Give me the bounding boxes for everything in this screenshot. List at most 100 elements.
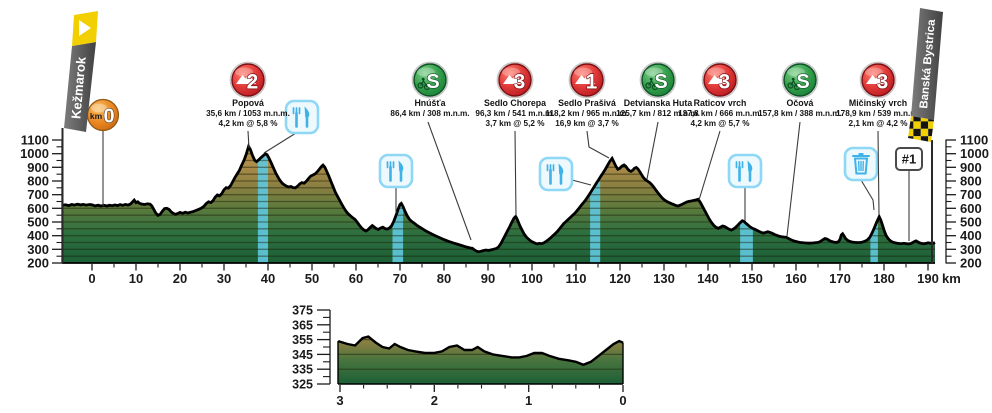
badge-outer-ring — [701, 61, 739, 99]
badge-gloss — [645, 67, 663, 77]
inset-x-label: 1 — [525, 393, 532, 408]
badge-gloss — [707, 67, 725, 77]
fork-knife-icon-box — [727, 153, 763, 189]
y-axis-label-right: 400 — [960, 228, 982, 243]
km0-marker: km 0 — [86, 98, 120, 206]
marker-connector-line — [698, 130, 721, 201]
mountain-icon — [503, 74, 523, 84]
x-axis-label: 30 — [217, 271, 231, 286]
inset-outline — [337, 335, 624, 367]
marker-detail-km-elev: 125,7 km / 812 m.n.m. — [616, 109, 700, 118]
y-axis-label-left: 700 — [27, 187, 49, 202]
inset-y-label: 375 — [292, 304, 313, 318]
x-axis-label: 50 — [305, 271, 319, 286]
marker-connector-line — [247, 130, 250, 149]
marker-connector-line — [877, 130, 880, 216]
y-axis-label-right: 700 — [960, 187, 982, 202]
fork-knife-icon — [386, 160, 404, 182]
climb-category: 3 — [514, 71, 526, 94]
fork-knife-icon-box — [538, 156, 574, 192]
marker-connector-line — [586, 130, 610, 159]
x-axis-label: 170 — [829, 271, 851, 286]
finish-sign-body — [911, 8, 943, 120]
y-axis-label-left: 900 — [27, 160, 49, 175]
mountain-icon — [866, 74, 886, 84]
feed-zone-line — [263, 132, 297, 154]
waste-zone-line — [860, 179, 875, 211]
start-sign-body — [64, 42, 96, 132]
sprint-letter: S — [654, 71, 667, 93]
y-axis-label-right: 800 — [960, 174, 982, 189]
km0-gloss — [91, 103, 107, 113]
x-axis-label: 20 — [173, 271, 187, 286]
marker-detail-gradient: 4,2 km @ 5,8 % — [219, 119, 279, 128]
feed-zone-marker — [263, 99, 320, 154]
main-elevation-profile — [61, 142, 936, 264]
y-axis-label-right: 1100 — [960, 133, 988, 148]
mountain-icon — [708, 74, 728, 84]
x-axis-label: 120 — [609, 271, 631, 286]
marker-detail-gradient: 2,1 km @ 4,2 % — [849, 119, 909, 128]
finish-sign: Banská Bystrica — [908, 8, 943, 263]
marker-detail-gradient: 3,7 km @ 5,2 % — [486, 119, 546, 128]
marker-detail-km-elev: 137,8 km / 666 m.n.m. — [678, 109, 762, 118]
cyclist-icon — [645, 77, 659, 91]
mountain-icon — [236, 74, 256, 84]
checkered-flag-icon — [908, 116, 934, 142]
start-sign-label: Kežmarok — [68, 55, 88, 119]
badge-outer-ring — [496, 61, 534, 99]
x-axis-unit: km — [942, 271, 961, 286]
y-axis-label-left: 800 — [27, 174, 49, 189]
y-axis-label-left: 400 — [27, 228, 49, 243]
y-axis-label-left: 1000 — [20, 146, 49, 161]
x-axis-label: 80 — [437, 271, 451, 286]
marker-detail-gradient: 4,2 km @ 5,7 % — [691, 119, 751, 128]
inset-x-label: 3 — [336, 393, 343, 408]
fork-knife-icon — [292, 106, 310, 128]
marker-detail-km-elev: 86,4 km / 308 m.n.m. — [390, 109, 469, 118]
marker-connector-line — [786, 121, 801, 237]
badge-gloss — [502, 67, 520, 77]
x-axis-label: 60 — [349, 271, 363, 286]
climb-category: 3 — [719, 71, 731, 94]
x-axis-label: 10 — [129, 271, 143, 286]
marker-connector-line — [514, 130, 517, 217]
fork-knife-icon — [546, 163, 564, 185]
x-axis-label: 160 — [785, 271, 807, 286]
x-axis-label: 40 — [261, 271, 275, 286]
x-axis-label: 140 — [697, 271, 719, 286]
feed-zone-marker — [727, 153, 763, 221]
fork-knife-icon-box — [378, 153, 414, 189]
fork-knife-icon — [735, 160, 753, 182]
mountain-icon — [575, 74, 595, 84]
climb-category: 3 — [877, 71, 889, 94]
x-axis-label: 110 — [566, 271, 587, 286]
waste-zone-marker — [843, 146, 879, 211]
sprint-letter: S — [426, 71, 439, 93]
y-axis-label-right: 900 — [960, 160, 982, 175]
marker-detail-km-elev: 118,2 km / 965 m.n.m. — [545, 109, 628, 118]
elevation-area — [62, 146, 935, 263]
x-axis-label: 70 — [393, 271, 407, 286]
start-sign: Kežmarok — [61, 11, 98, 263]
cyclist-icon — [417, 77, 431, 91]
marker-detail-km-elev: 157,8 km / 388 m.n.m. — [758, 109, 842, 118]
badge-outer-ring — [859, 61, 897, 99]
elevation-outline — [61, 142, 936, 254]
y-axis-label-right: 200 — [960, 256, 982, 271]
feed-zone-band — [257, 146, 268, 263]
x-axis-label: 130 — [653, 271, 675, 286]
x-axis-label: 0 — [88, 271, 95, 286]
marker-detail-km-elev: 35,6 km / 1053 m.n.m. — [206, 109, 290, 118]
badge-outer-ring — [229, 61, 267, 99]
feed-zone-band — [590, 146, 601, 263]
inset-y-label: 325 — [292, 378, 313, 392]
badge-gloss — [787, 67, 805, 77]
